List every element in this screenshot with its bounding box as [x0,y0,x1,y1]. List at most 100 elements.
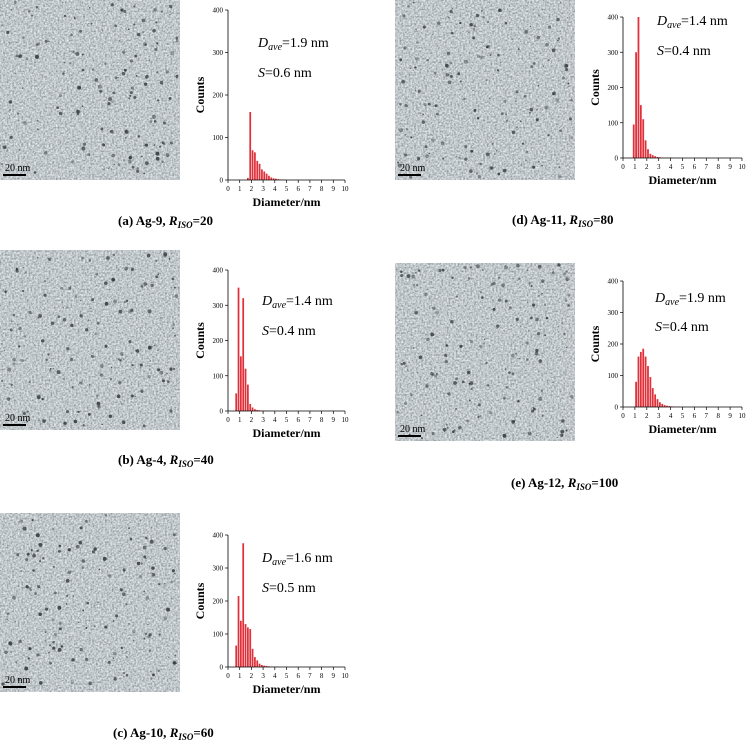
particle [101,423,103,426]
particle [496,324,500,328]
tem-image [0,513,180,692]
particle [73,419,78,424]
particle [532,406,535,409]
particle [136,167,140,170]
particle [85,657,89,662]
particle [16,112,20,115]
particle [486,384,490,387]
particle [159,80,164,85]
particle [82,142,86,146]
particle [175,39,179,43]
bar [235,393,238,411]
particle [136,561,141,566]
particle [50,321,55,326]
particle [24,666,29,671]
particle [150,283,154,288]
particle [147,345,152,350]
particle [435,310,439,315]
caption-prefix: (e) Ag-12, [511,475,568,490]
annotation-symbol: S [258,66,265,81]
particle [58,621,62,626]
particle [512,271,514,273]
tem-background [395,0,575,180]
particle [90,307,92,309]
particle [534,351,539,356]
annotation-symbol: D [656,14,667,29]
particle [505,385,509,389]
particle [429,363,431,365]
particle [425,384,429,388]
particle [62,306,64,309]
particle [540,389,543,392]
particle [173,572,176,575]
particle [153,144,156,147]
particle [560,2,562,4]
x-tick-label: 3 [657,412,661,420]
y-axis-label: Counts [588,69,602,106]
particle [8,100,13,104]
y-tick-label: 200 [213,598,224,606]
particle [421,120,425,124]
particle [147,623,149,626]
particle [565,277,569,281]
particle [514,352,518,356]
particle [49,368,52,370]
particle [32,552,35,555]
bar [275,178,277,180]
particle [127,28,130,30]
particle [463,265,467,270]
particle [123,676,125,678]
caption-symbol: R [567,475,577,490]
caption-value: =20 [193,213,213,228]
particle [147,634,151,639]
particle [558,166,561,169]
y-tick-label: 100 [608,372,619,380]
x-tick-label: 3 [261,185,265,193]
x-tick-label: 0 [226,672,230,680]
particle [1,343,3,345]
particle [104,62,107,65]
particle [91,550,95,554]
particle [459,344,463,348]
bar [247,177,249,180]
particle [455,377,459,381]
particle [405,127,409,131]
particle [469,339,473,344]
y-tick-label: 400 [608,14,619,22]
x-tick-label: 9 [332,185,336,193]
particle [425,154,429,158]
particle [424,145,428,149]
particle [120,286,122,288]
particle [436,112,439,116]
particle [161,379,165,383]
particle [78,540,83,545]
particle [149,120,153,124]
particle [119,352,124,356]
x-tick-label: 9 [332,416,336,424]
particle [152,673,155,677]
particle [90,22,93,25]
particle [504,299,508,303]
particle [152,28,156,33]
particle [128,340,132,344]
particle [141,18,146,23]
x-tick-label: 5 [285,416,289,424]
particle [134,54,138,58]
particle [464,145,468,149]
bar [256,409,259,411]
particle [155,21,158,24]
particle [88,681,93,686]
bar [668,406,671,407]
particle [12,595,16,600]
particle [505,119,509,123]
particle [17,678,21,682]
particle [40,517,42,519]
particle [485,79,488,82]
x-tick-label: 4 [273,672,277,680]
particle [501,283,505,288]
particle [10,9,13,11]
particle [97,84,102,89]
particle [158,583,161,586]
particle [104,302,109,306]
bar [272,178,275,180]
